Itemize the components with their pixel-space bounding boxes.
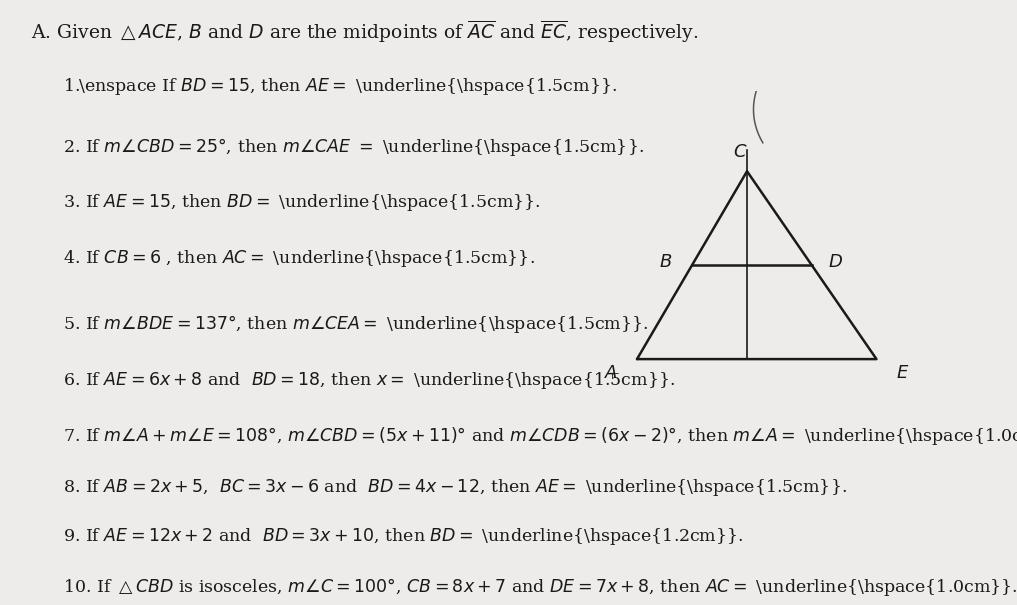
Text: 7. If $m\angle A + m\angle E = 108°$, $m\angle CBD = (5x + 11)°$ and $m\angle CD: 7. If $m\angle A + m\angle E = 108°$, $m…	[63, 425, 1017, 446]
Text: 2. If $m\angle CBD = 25°$, then $m\angle CAE$ $=$ \underline{\hspace{1.5cm}}.: 2. If $m\angle CBD = 25°$, then $m\angle…	[63, 136, 644, 158]
Text: $C$: $C$	[733, 143, 747, 160]
Text: 10. If $\triangle CBD$ is isosceles, $m\angle C = 100°$, $CB = 8x + 7$ and $DE =: 10. If $\triangle CBD$ is isosceles, $m\…	[63, 576, 1017, 598]
Text: $E$: $E$	[896, 364, 909, 382]
Text: A. Given $\triangle ACE$, $B$ and $D$ are the midpoints of $\overline{AC}$ and $: A. Given $\triangle ACE$, $B$ and $D$ ar…	[31, 18, 698, 45]
Text: 5. If $m\angle BDE = 137°$, then $m\angle CEA =$ \underline{\hspace{1.5cm}}.: 5. If $m\angle BDE = 137°$, then $m\angl…	[63, 313, 649, 335]
Text: 8. If $AB = 2x + 5$,  $BC = 3x - 6$ and  $BD = 4x - 12$, then $AE =$ \underline{: 8. If $AB = 2x + 5$, $BC = 3x - 6$ and $…	[63, 477, 847, 498]
Text: 9. If $AE = 12x + 2$ and  $BD = 3x + 10$, then $BD =$ \underline{\hspace{1.2cm}}: 9. If $AE = 12x + 2$ and $BD = 3x + 10$,…	[63, 526, 743, 548]
Text: $D$: $D$	[828, 253, 843, 272]
Text: $A$: $A$	[603, 364, 617, 382]
Text: 3. If $AE = 15$, then $BD =$ \underline{\hspace{1.5cm}}.: 3. If $AE = 15$, then $BD =$ \underline{…	[63, 192, 541, 214]
Text: 6. If $AE = 6x + 8$ and  $BD = 18$, then $x =$ \underline{\hspace{1.5cm}}.: 6. If $AE = 6x + 8$ and $BD = 18$, then …	[63, 370, 675, 391]
Text: $B$: $B$	[659, 253, 672, 272]
Text: 4. If $CB = 6$ , then $AC =$ \underline{\hspace{1.5cm}}.: 4. If $CB = 6$ , then $AC =$ \underline{…	[63, 248, 535, 269]
Text: 1.\enspace If $BD = 15$, then $AE =$ \underline{\hspace{1.5cm}}.: 1.\enspace If $BD = 15$, then $AE =$ \un…	[63, 76, 617, 97]
